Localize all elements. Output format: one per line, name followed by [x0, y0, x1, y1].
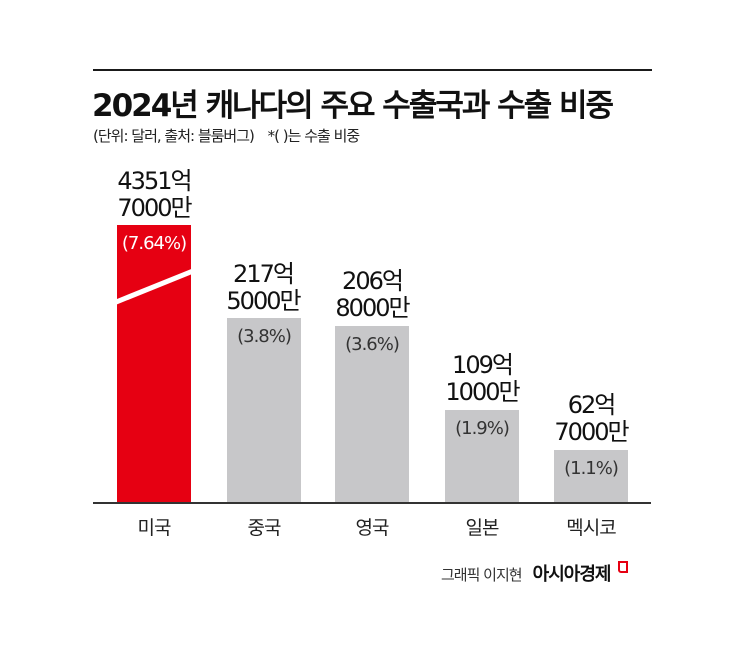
credit: 그래픽 이지현 아시아경제	[441, 560, 628, 586]
bar-value-label: 4351억 7000만	[99, 168, 209, 222]
bar-value-label: 217억 5000만	[208, 261, 318, 315]
bar-percentage: (3.6%)	[345, 334, 400, 355]
bar-mexico: (1.1%)	[554, 450, 628, 503]
graphic-author: 그래픽 이지현	[441, 566, 523, 584]
bar-value-label: 109억 1000만	[427, 352, 537, 406]
category-label: 미국	[137, 517, 172, 539]
category-label: 중국	[247, 517, 282, 539]
chart-subtitle: (단위: 달러, 출처: 블룸버그) *( )는 수출 비중	[93, 125, 361, 146]
brand-mark-icon	[617, 561, 628, 573]
value-line-1: 62억	[567, 391, 617, 419]
category-label: 멕시코	[566, 517, 616, 539]
bar-value-label: 62억 7000만	[536, 392, 646, 446]
bar-uk: (3.6%)	[335, 326, 409, 503]
bar-percentage: (1.1%)	[564, 458, 619, 479]
value-line-2: 7000만	[117, 194, 192, 222]
bar-china: (3.8%)	[227, 318, 301, 503]
value-line-1: 217억	[233, 260, 295, 288]
category-label: 영국	[355, 517, 390, 539]
value-line-2: 7000만	[554, 418, 629, 446]
x-axis-baseline	[93, 502, 651, 504]
value-line-2: 5000만	[226, 287, 301, 315]
bar-value-label: 206억 8000만	[317, 268, 427, 322]
bar-percentage: (3.8%)	[237, 326, 292, 347]
brand-logo-text: 아시아경제	[532, 564, 612, 585]
axis-break-mark	[117, 264, 191, 307]
value-line-2: 8000만	[335, 294, 410, 322]
category-label: 일본	[465, 517, 500, 539]
value-line-2: 1000만	[445, 378, 520, 406]
value-line-1: 109억	[452, 351, 514, 379]
unit-source-text: (단위: 달러, 출처: 블룸버그)	[93, 127, 255, 145]
bar-percentage: (1.9%)	[455, 418, 510, 439]
value-line-1: 206억	[342, 267, 404, 295]
top-rule	[93, 69, 652, 71]
chart-title: 2024년 캐나다의 주요 수출국과 수출 비중	[92, 88, 614, 124]
footnote-text: *( )는 수출 비중	[267, 127, 361, 145]
value-line-1: 4351억	[117, 167, 192, 195]
bar-japan: (1.9%)	[445, 410, 519, 503]
bar-percentage: (7.64%)	[121, 233, 187, 254]
bar-usa: (7.64%)	[117, 225, 191, 503]
